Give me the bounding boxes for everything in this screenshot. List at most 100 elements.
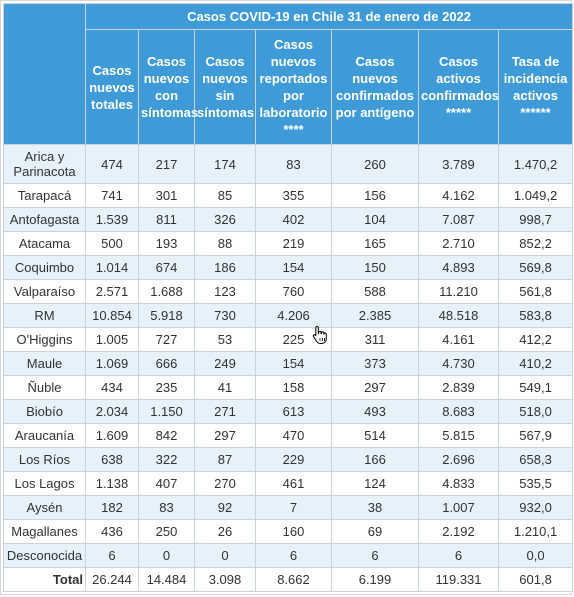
value-cell: 1.210,1 <box>497 519 574 544</box>
value-cell: 182 <box>85 495 139 520</box>
value-cell: 852,2 <box>497 231 574 256</box>
value-cell: 1.069 <box>85 351 139 376</box>
column-header: Casos nuevos totales <box>85 29 139 145</box>
value-cell: 5.918 <box>138 303 195 328</box>
value-cell: 727 <box>138 327 195 352</box>
value-cell: 83 <box>138 495 195 520</box>
value-cell: 38 <box>331 495 419 520</box>
value-cell: 6.199 <box>331 567 419 592</box>
value-cell: 225 <box>255 327 332 352</box>
value-cell: 373 <box>331 351 419 376</box>
value-cell: 83 <box>255 144 332 184</box>
value-cell: 658,3 <box>497 447 574 472</box>
region-cell: O'Higgins <box>3 327 86 352</box>
value-cell: 500 <box>85 231 139 256</box>
value-cell: 1.150 <box>138 399 195 424</box>
value-cell: 3.098 <box>194 567 256 592</box>
value-cell: 301 <box>138 183 195 208</box>
value-cell: 2.839 <box>418 375 499 400</box>
value-cell: 88 <box>194 231 256 256</box>
value-cell: 7 <box>255 495 332 520</box>
value-cell: 4.206 <box>255 303 332 328</box>
value-cell: 549,1 <box>497 375 574 400</box>
table-row: Biobío 2.034 1.150 271 613 493 8.683 518,0 <box>3 399 574 424</box>
value-cell: 470 <box>255 423 332 448</box>
value-cell: 87 <box>194 447 256 472</box>
table-row: Coquimbo 1.014 674 186 154 150 4.893 569,8 <box>3 255 574 280</box>
value-cell: 124 <box>331 471 419 496</box>
value-cell: 2.034 <box>85 399 139 424</box>
value-cell: 998,7 <box>497 207 574 232</box>
value-cell: 666 <box>138 351 195 376</box>
region-cell: Antofagasta <box>3 207 86 232</box>
value-cell: 1.005 <box>85 327 139 352</box>
value-cell: 2.192 <box>418 519 499 544</box>
value-cell: 5.815 <box>418 423 499 448</box>
value-cell: 4.161 <box>418 327 499 352</box>
value-cell: 613 <box>255 399 332 424</box>
table-row: Atacama 500 193 88 219 165 2.710 852,2 <box>3 231 574 256</box>
value-cell: 730 <box>194 303 256 328</box>
value-cell: 104 <box>331 207 419 232</box>
value-cell: 150 <box>331 255 419 280</box>
value-cell: 407 <box>138 471 195 496</box>
column-header: Casos nuevos sin síntomas <box>194 29 256 145</box>
table-row: Maule 1.069 666 249 154 373 4.730 410,2 <box>3 351 574 376</box>
table-row: Los Lagos 1.138 407 270 461 124 4.833 535,5 <box>3 471 574 496</box>
value-cell: 165 <box>331 231 419 256</box>
value-cell: 92 <box>194 495 256 520</box>
value-cell: 436 <box>85 519 139 544</box>
value-cell: 638 <box>85 447 139 472</box>
value-cell: 160 <box>255 519 332 544</box>
value-cell: 1.014 <box>85 255 139 280</box>
value-cell: 842 <box>138 423 195 448</box>
column-header: Casos nuevos confirmados por antígeno <box>331 29 419 145</box>
value-cell: 260 <box>331 144 419 184</box>
value-cell: 741 <box>85 183 139 208</box>
region-cell: Ñuble <box>3 375 86 400</box>
value-cell: 518,0 <box>497 399 574 424</box>
value-cell: 4.162 <box>418 183 499 208</box>
table-row: RM 10.854 5.918 730 4.206 2.385 48.518 583,8 <box>3 303 574 328</box>
value-cell: 932,0 <box>497 495 574 520</box>
value-cell: 2.696 <box>418 447 499 472</box>
value-cell: 6 <box>418 543 499 568</box>
value-cell: 229 <box>255 447 332 472</box>
value-cell: 174 <box>194 144 256 184</box>
value-cell: 6 <box>331 543 419 568</box>
value-cell: 156 <box>331 183 419 208</box>
value-cell: 561,8 <box>497 279 574 304</box>
region-cell: Arica y Parinacota <box>3 144 86 184</box>
value-cell: 760 <box>255 279 332 304</box>
value-cell: 270 <box>194 471 256 496</box>
value-cell: 322 <box>138 447 195 472</box>
value-cell: 2.385 <box>331 303 419 328</box>
value-cell: 4.893 <box>418 255 499 280</box>
region-cell: Los Ríos <box>3 447 86 472</box>
value-cell: 10.854 <box>85 303 139 328</box>
table-row: O'Higgins 1.005 727 53 225 311 4.161 412,2 <box>3 327 574 352</box>
value-cell: 2.710 <box>418 231 499 256</box>
value-cell: 3.789 <box>418 144 499 184</box>
value-cell: 2.571 <box>85 279 139 304</box>
value-cell: 123 <box>194 279 256 304</box>
value-cell: 119.331 <box>418 567 499 592</box>
region-cell: Los Lagos <box>3 471 86 496</box>
table-row: Antofagasta 1.539 811 326 402 104 7.087 998,7 <box>3 207 574 232</box>
value-cell: 0 <box>194 543 256 568</box>
table-row: Araucanía 1.609 842 297 470 514 5.815 567,9 <box>3 423 574 448</box>
value-cell: 26.244 <box>85 567 139 592</box>
value-cell: 6 <box>85 543 139 568</box>
table-row: Los Ríos 638 322 87 229 166 2.696 658,3 <box>3 447 574 472</box>
value-cell: 53 <box>194 327 256 352</box>
value-cell: 297 <box>331 375 419 400</box>
value-cell: 48.518 <box>418 303 499 328</box>
value-cell: 14.484 <box>138 567 195 592</box>
value-cell: 326 <box>194 207 256 232</box>
table-row: Arica y Parinacota 474 217 174 83 260 3.789 1.4… <box>3 144 574 184</box>
column-header: Tasa de incidencia activos ****** <box>497 29 574 145</box>
value-cell: 235 <box>138 375 195 400</box>
value-cell: 493 <box>331 399 419 424</box>
value-cell: 1.688 <box>138 279 195 304</box>
